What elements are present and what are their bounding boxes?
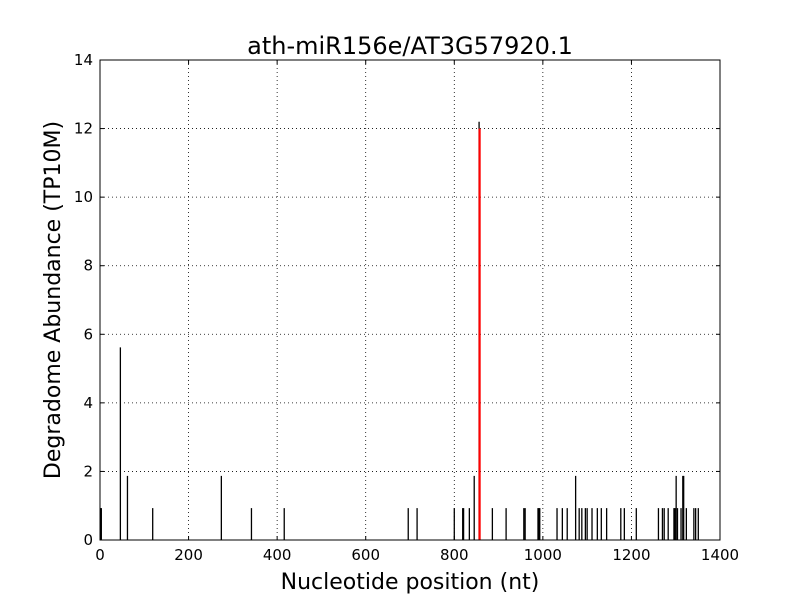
x-tick-label: 800 (440, 546, 469, 564)
x-tick-label: 400 (263, 546, 292, 564)
y-tick-label: 6 (83, 325, 93, 343)
y-tick-label: 0 (83, 531, 93, 549)
bars (99, 121, 699, 540)
x-tick-label: 1400 (701, 546, 739, 564)
y-tick-label: 4 (83, 394, 93, 412)
chart-title: ath-miR156e/AT3G57920.1 (247, 32, 573, 60)
ticks: 0 200 400 600 800 1000 1200 1400 0 2 4 6 8 10 12 14 (74, 51, 739, 564)
x-axis-label: Nucleotide position (nt) (281, 570, 540, 595)
x-tick-label: 1200 (612, 546, 650, 564)
y-tick-label: 12 (74, 120, 93, 138)
y-axis-label: Degradome Abundance (TP10M) (41, 121, 66, 479)
plot-frame (99, 59, 721, 541)
y-tick-label: 10 (74, 188, 93, 206)
y-tick-label: 8 (83, 257, 93, 275)
grid (99, 59, 721, 541)
y-tick-label: 2 (83, 462, 93, 480)
x-tick-label: 600 (351, 546, 380, 564)
x-tick-label: 1000 (524, 546, 562, 564)
y-tick-label: 14 (74, 51, 93, 69)
x-tick-label: 0 (95, 546, 105, 564)
x-tick-label: 200 (174, 546, 203, 564)
